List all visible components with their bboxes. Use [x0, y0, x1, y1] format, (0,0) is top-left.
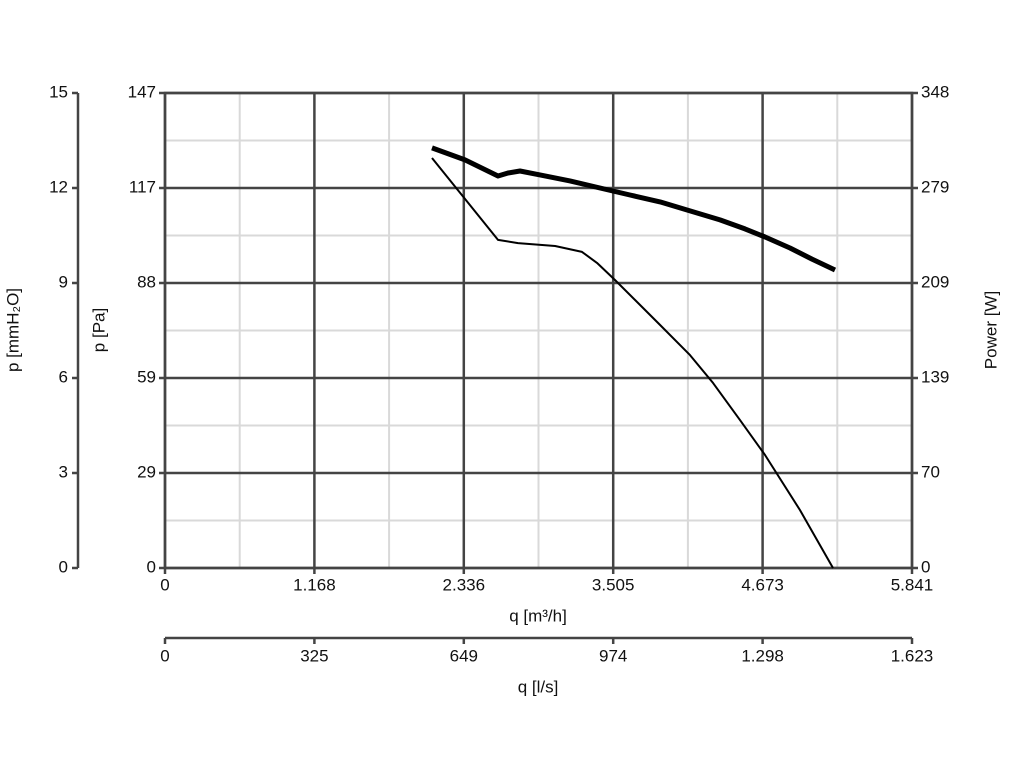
- y2-tick-label: 348: [921, 82, 949, 101]
- y3-tick-label: 12: [49, 177, 68, 196]
- y2-tick-label: 209: [921, 272, 949, 291]
- x-tick-label: 3.505: [592, 575, 635, 594]
- y3-tick-label: 9: [59, 272, 68, 291]
- x2-tick-label: 1.623: [891, 646, 934, 665]
- plot-border: [163, 91, 914, 570]
- y-tick-label: 0: [147, 557, 156, 576]
- y3-tick-label: 6: [59, 367, 68, 386]
- y3-tick-label: 3: [59, 462, 68, 481]
- x2-tick-label: 649: [450, 646, 478, 665]
- y2-tick-label: 70: [921, 462, 940, 481]
- y-tick-label: 88: [137, 272, 156, 291]
- y2-axis-title: Power [W]: [981, 291, 1000, 369]
- y3-tick-label: 15: [49, 82, 68, 101]
- x-axis-title: q [m³/h]: [509, 606, 567, 625]
- x-tick-label: 4.673: [741, 575, 784, 594]
- y2-tick-label: 279: [921, 177, 949, 196]
- x2-tick-label: 0: [160, 646, 169, 665]
- y-tick-label: 117: [129, 177, 156, 196]
- x2-tick-label: 974: [599, 646, 627, 665]
- y-tick-label: 59: [137, 367, 156, 386]
- y3-axis-title: p [mmH₂O]: [3, 288, 22, 372]
- x-tick-label: 0: [160, 575, 169, 594]
- x2-tick-label: 1.298: [741, 646, 784, 665]
- x-tick-label: 5.841: [891, 575, 934, 594]
- x-tick-label: 1.168: [293, 575, 336, 594]
- x2-axis-title: q [l/s]: [518, 677, 559, 696]
- x-tick-label: 2.336: [443, 575, 486, 594]
- curve: [431, 157, 834, 569]
- y2-tick-label: 139: [921, 367, 949, 386]
- y-tick-label: 147: [128, 82, 156, 101]
- y2-tick-label: 0: [921, 557, 930, 576]
- x2-tick-label: 325: [300, 646, 328, 665]
- y-axis-title: p [Pa]: [89, 308, 108, 352]
- y3-tick-label: 0: [59, 557, 68, 576]
- curve: [431, 145, 837, 273]
- y-tick-label: 29: [137, 462, 156, 481]
